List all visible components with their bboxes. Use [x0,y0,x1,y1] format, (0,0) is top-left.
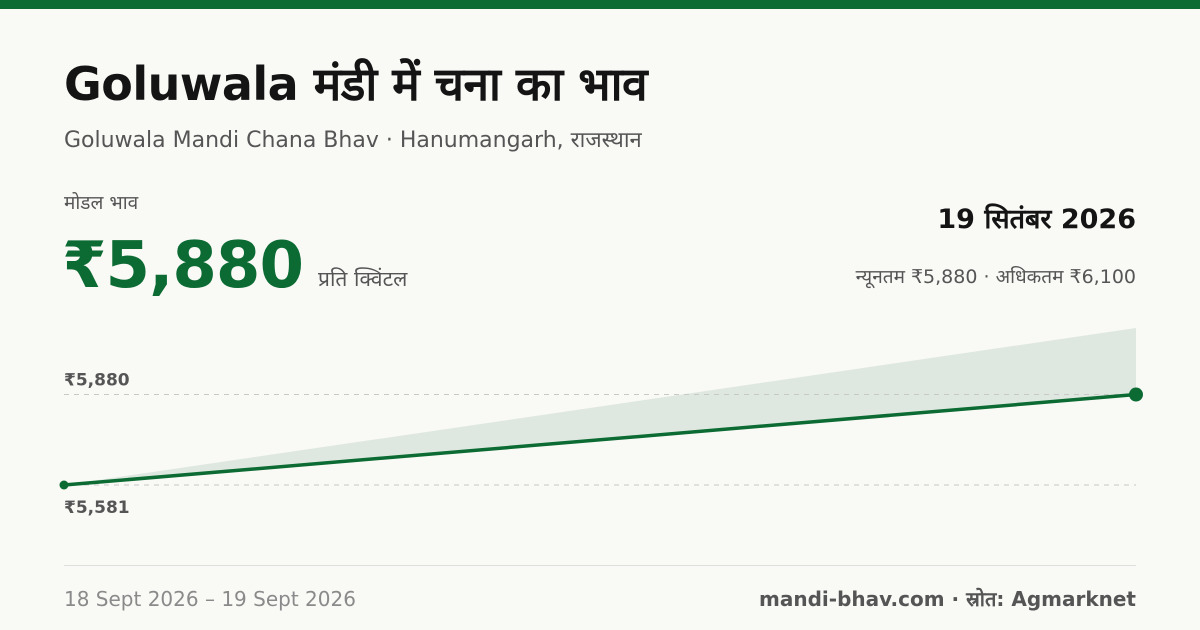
y-tick-label: ₹5,581 [64,498,130,518]
modal-price-label: मोडल भाव [64,192,139,214]
y-tick-label: ₹5,880 [64,371,130,391]
footer-divider [64,565,1136,566]
footer-date-range: 18 Sept 2026 – 19 Sept 2026 [64,587,356,611]
page-subtitle: Goluwala Mandi Chana Bhav · Hanumangarh,… [64,128,642,153]
footer-source: mandi-bhav.com · स्रोत: Agmarknet [759,587,1136,611]
modal-price-value: ₹5,880 [62,229,304,303]
price-unit: प्रति क्विंटल [318,267,408,291]
price-date: 19 सितंबर 2026 [937,204,1136,235]
modal-price-line [62,392,1138,487]
data-point [1129,387,1143,402]
data-point [59,480,69,490]
page-title: Goluwala मंडी में चना का भाव [64,57,648,111]
top-accent-bar [0,0,1200,9]
min-max-range: न्यूनतम ₹5,880 · अधिकतम ₹6,100 [855,266,1136,288]
min-max-band [64,328,1136,485]
